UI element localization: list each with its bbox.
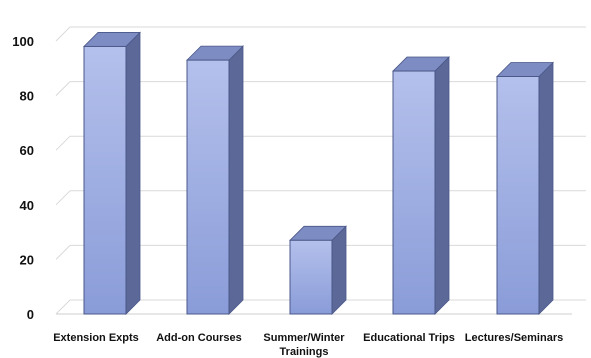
y-axis: 0 20 40 60 80 100: [12, 34, 34, 322]
y-tick-label-60: 60: [20, 143, 34, 158]
x-category-label-2: Add-on Courses: [156, 332, 242, 344]
bar-side: [125, 31, 141, 315]
bar-side: [331, 225, 347, 315]
gridline-side-100: [55, 26, 71, 42]
gridline-side-80: [55, 81, 71, 96]
x-category-label-line: Summer/Winter: [263, 332, 345, 344]
x-category-label-5: Lectures/Seminars: [465, 332, 563, 344]
bar-front: [392, 70, 436, 315]
bar-side: [228, 45, 244, 315]
bar-2: [186, 45, 244, 315]
bar-side: [538, 61, 554, 315]
x-category-label-1: Extension Expts: [53, 332, 139, 344]
y-tick-label-20: 20: [20, 252, 34, 267]
bar-1: [83, 31, 141, 315]
x-category-label-line: Add-on Courses: [156, 332, 242, 344]
y-tick-label-80: 80: [20, 89, 34, 104]
bar-3: [289, 225, 347, 315]
x-axis: Extension Expts Add-on Courses Summer/Wint…: [53, 332, 563, 358]
x-category-label-line: Educational Trips: [363, 332, 455, 344]
bar-5: [496, 61, 554, 315]
bar-front: [496, 75, 540, 315]
y-tick-label-0: 0: [27, 307, 34, 322]
gridline-side-60: [55, 135, 71, 151]
bars: [83, 31, 554, 315]
bar-side: [434, 56, 450, 315]
x-category-label-4: Educational Trips: [363, 332, 455, 344]
bar-front: [186, 59, 230, 315]
x-category-label-line: Trainings: [280, 346, 329, 358]
gridline-side-40: [55, 190, 71, 206]
y-tick-label-100: 100: [12, 34, 34, 49]
bar-4: [392, 56, 450, 315]
x-category-label-line: Lectures/Seminars: [465, 332, 563, 344]
x-category-label-line: Extension Expts: [53, 332, 139, 344]
bar-front: [289, 239, 333, 315]
bar-front: [83, 45, 127, 315]
y-tick-label-40: 40: [20, 198, 34, 213]
gridline-side-0: [55, 299, 71, 315]
x-category-label-3: Summer/Winter Trainings: [263, 332, 345, 358]
gridline-side-20: [55, 245, 71, 260]
